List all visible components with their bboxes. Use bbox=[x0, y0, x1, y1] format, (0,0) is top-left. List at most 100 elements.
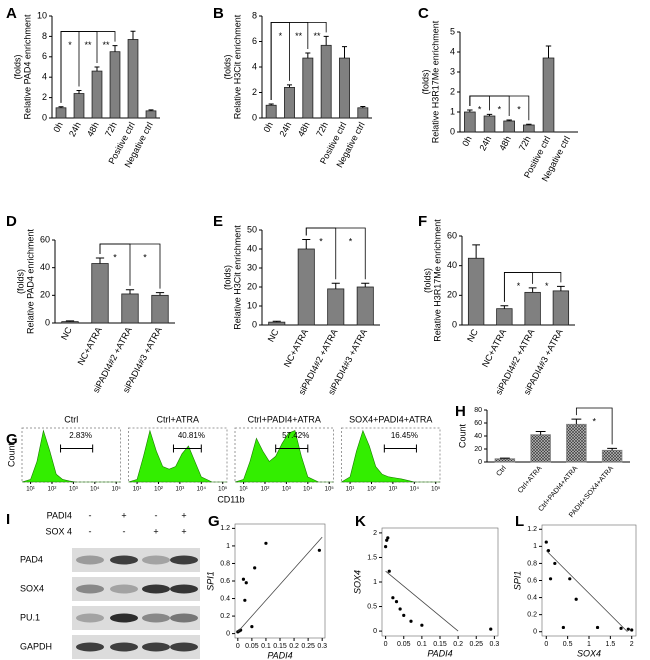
x-tick-label: 10¹ bbox=[239, 487, 248, 493]
significance-label: * bbox=[113, 252, 117, 262]
scatter-point bbox=[548, 577, 553, 581]
condition-sign: - bbox=[123, 526, 126, 536]
x-tick-label: 10² bbox=[261, 487, 270, 493]
y-axis-label: Relative H3R17Me enrichment bbox=[430, 20, 440, 143]
panel-letter: C bbox=[418, 5, 429, 22]
x-tick-label: 72h bbox=[517, 134, 533, 152]
x-tick-label: 10⁴ bbox=[197, 486, 207, 493]
panel-letter: K bbox=[355, 513, 366, 530]
x-tick-label: 48h bbox=[296, 120, 312, 138]
significance-label: * bbox=[478, 104, 482, 114]
bar bbox=[91, 263, 109, 324]
error-bar bbox=[286, 84, 293, 88]
y-tick-label: 0 bbox=[452, 319, 457, 329]
y-tick-label: 0 bbox=[373, 628, 377, 635]
panel-title: Ctrl+PADI4+ATRA bbox=[248, 414, 321, 424]
x-tick-label: NC bbox=[266, 327, 281, 344]
x-axis-label: SOX4 bbox=[577, 648, 601, 658]
y-axis-label: (folds) bbox=[222, 54, 232, 79]
y-tick-label: 0.2 bbox=[527, 611, 537, 618]
y-axis-label: Relative H3R17Me enrichment bbox=[432, 219, 442, 342]
x-tick-label: 10³ bbox=[176, 487, 185, 493]
blot-band bbox=[110, 584, 138, 594]
x-tick-label: 0h bbox=[51, 120, 65, 134]
error-bar bbox=[472, 244, 481, 259]
bar bbox=[55, 107, 67, 119]
x-tick-label: 10² bbox=[48, 487, 57, 493]
x-tick-label: 0 bbox=[544, 641, 548, 648]
bar bbox=[145, 110, 157, 119]
blot-band bbox=[76, 642, 104, 652]
x-tick-label: 10⁵ bbox=[325, 486, 335, 493]
y-tick-label: 40 bbox=[40, 262, 50, 272]
y-tick-label: 60 bbox=[447, 230, 457, 240]
gate bbox=[383, 444, 417, 453]
scatter-point bbox=[250, 625, 254, 629]
y-axis-label: Relative H3Cit enrichment bbox=[232, 14, 242, 119]
bar bbox=[552, 290, 570, 326]
scatter-point bbox=[398, 607, 402, 611]
y-tick-label: 0 bbox=[42, 112, 47, 122]
significance-label: * bbox=[517, 281, 521, 291]
y-tick-label: 20 bbox=[447, 290, 457, 300]
scatter-point bbox=[391, 596, 395, 600]
error-bar bbox=[545, 45, 552, 58]
error-bar bbox=[76, 89, 82, 94]
error-bar bbox=[268, 103, 274, 106]
x-tick-label: NC bbox=[59, 325, 74, 342]
x-tick-label: 10⁴ bbox=[303, 486, 313, 493]
bar bbox=[566, 423, 587, 463]
significance-label: * bbox=[592, 416, 596, 426]
x-tick-label: 0.05 bbox=[397, 641, 411, 648]
fit-line bbox=[545, 550, 628, 633]
error-bar bbox=[499, 457, 510, 459]
y-tick-label: 80 bbox=[474, 407, 482, 414]
y-tick-label: 40 bbox=[474, 433, 482, 440]
bar bbox=[464, 111, 476, 133]
bar bbox=[265, 104, 277, 119]
bar bbox=[523, 124, 535, 133]
scatter-point bbox=[243, 598, 247, 602]
y-tick-label: 0.8 bbox=[220, 560, 230, 567]
error-bar bbox=[341, 46, 348, 59]
significance-label: ** bbox=[295, 31, 303, 41]
significance-bracket bbox=[469, 95, 530, 121]
scatter-point bbox=[630, 628, 634, 632]
scatter-point bbox=[387, 569, 391, 573]
gate bbox=[172, 444, 202, 453]
x-tick-label: 1.5 bbox=[605, 641, 615, 648]
bar bbox=[483, 115, 496, 133]
blot-band bbox=[170, 642, 198, 652]
scatter-point bbox=[385, 538, 389, 542]
x-tick-label: 0.15 bbox=[433, 641, 447, 648]
fit-line bbox=[385, 570, 459, 632]
bar bbox=[297, 248, 315, 326]
scatter-point bbox=[626, 627, 630, 631]
y-tick-label: 1 bbox=[226, 543, 230, 550]
x-tick-label: 72h bbox=[103, 120, 119, 138]
bar bbox=[601, 449, 623, 463]
y-axis-label: (folds) bbox=[15, 269, 25, 294]
x-tick-label: 10¹ bbox=[346, 487, 355, 493]
error-bar bbox=[467, 109, 473, 112]
plot-frame bbox=[541, 524, 637, 637]
panel-letter: I bbox=[6, 511, 10, 528]
scatter-point bbox=[561, 625, 565, 630]
panel-letter: L bbox=[515, 513, 524, 530]
histogram-area bbox=[21, 429, 121, 483]
blot-band bbox=[142, 555, 170, 565]
y-tick-label: 40 bbox=[247, 243, 257, 253]
x-tick-label: 24h bbox=[277, 120, 293, 138]
error-bar bbox=[500, 305, 509, 309]
y-tick-label: 8 bbox=[252, 10, 257, 20]
plot-frame bbox=[234, 523, 326, 639]
y-tick-label: 1.5 bbox=[367, 554, 377, 561]
y-axis-label: Count bbox=[6, 443, 16, 468]
y-tick-label: 60 bbox=[474, 420, 482, 427]
scatter-point bbox=[241, 577, 246, 581]
bar bbox=[121, 293, 139, 324]
x-tick-label: 0.5 bbox=[563, 641, 573, 648]
x-axis-label: PADI4 bbox=[267, 650, 292, 660]
